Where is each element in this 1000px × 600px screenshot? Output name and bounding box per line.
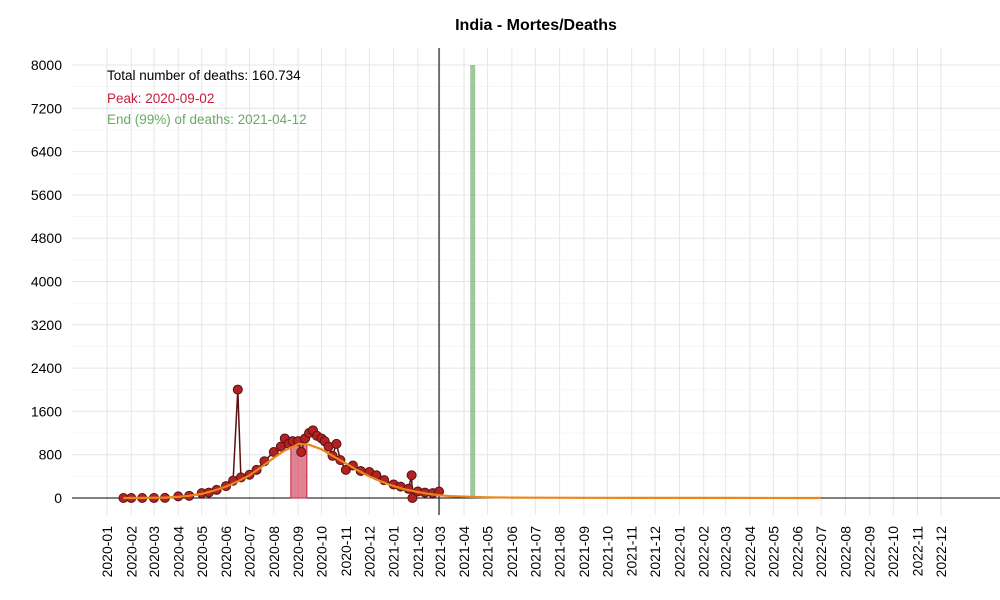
x-tick-label: 2022-06 [790, 526, 806, 578]
date-markers [290, 48, 476, 515]
x-tick-label: 2021-02 [410, 526, 426, 578]
x-tick-label: 2022-02 [696, 526, 712, 578]
end-annotation: End (99%) of deaths: 2021-04-12 [107, 112, 307, 127]
y-tick-label: 7200 [31, 100, 62, 116]
x-axis: 2020-01 2020-02 2020-03 2020-04 2020-05 2020-… [99, 526, 949, 578]
x-tick-label: 2021-01 [386, 526, 402, 578]
observed-point [268, 446, 279, 457]
x-tick-label: 2020-08 [266, 526, 282, 578]
data-series [118, 384, 822, 503]
x-tick-label: 2021-05 [480, 526, 496, 578]
x-tick-label: 2021-07 [527, 526, 543, 578]
x-tick-label: 2022-05 [765, 526, 781, 578]
x-tick-label: 2020-04 [170, 526, 186, 578]
fitted-curve [123, 442, 822, 500]
y-tick-label: 6400 [31, 144, 62, 160]
x-tick-label: 2020-02 [123, 526, 139, 578]
y-tick-label: 1600 [31, 403, 62, 419]
x-tick-label: 2020-06 [218, 526, 234, 578]
x-tick-label: 2021-06 [504, 526, 520, 578]
x-tick-label: 2020-09 [290, 526, 306, 578]
y-tick-label: 3200 [31, 317, 62, 333]
y-tick-label: 8000 [31, 57, 62, 73]
x-tick-label: 2022-03 [718, 526, 734, 578]
x-tick-label: 2020-12 [361, 526, 377, 578]
x-tick-label: 2021-11 [624, 526, 640, 577]
x-tick-label: 2022-09 [862, 526, 878, 578]
observed-point [406, 470, 417, 481]
y-tick-label: 5600 [31, 187, 62, 203]
x-tick-label: 2020-03 [146, 526, 162, 578]
y-tick-label: 2400 [31, 360, 62, 376]
x-tick-label: 2021-09 [576, 526, 592, 578]
x-tick-label: 2020-10 [314, 526, 330, 578]
y-tick-label: 800 [39, 447, 63, 463]
x-tick-label: 2022-07 [813, 526, 829, 578]
x-tick-label: 2020-01 [99, 526, 115, 578]
x-tick-label: 2021-03 [432, 526, 448, 578]
annotations: Total number of deaths: 160.734 Peak: 20… [107, 68, 307, 127]
x-tick-label: 2021-10 [599, 526, 615, 578]
y-tick-label: 4000 [31, 274, 62, 290]
x-tick-label: 2022-10 [885, 526, 901, 578]
observed-point [296, 446, 307, 457]
x-tick-label: 2022-04 [742, 526, 758, 578]
x-tick-label: 2020-05 [194, 526, 210, 578]
observed-point [232, 384, 243, 395]
x-tick-label: 2022-01 [671, 526, 687, 578]
peak-annotation: Peak: 2020-09-02 [107, 91, 214, 106]
grid [72, 48, 1000, 515]
observed-point [407, 493, 418, 503]
x-tick-label: 2021-08 [552, 526, 568, 578]
x-tick-label: 2022-08 [837, 526, 853, 578]
x-tick-label: 2020-11 [338, 526, 354, 577]
y-axis: 0 800 1600 2400 3200 4000 4800 5600 6400 7200 8000 [31, 57, 62, 506]
observed-point [331, 438, 342, 449]
end-of-deaths-band [470, 65, 476, 498]
x-tick-label: 2021-04 [456, 526, 472, 578]
x-tick-label: 2021-12 [647, 526, 663, 578]
x-tick-label: 2022-11 [910, 526, 926, 577]
y-tick-label: 0 [54, 490, 62, 506]
y-tick-label: 4800 [31, 230, 62, 246]
chart-title: India - Mortes/Deaths [455, 17, 617, 34]
x-tick-label: 2022-12 [933, 526, 949, 578]
total-deaths-annotation: Total number of deaths: 160.734 [107, 68, 301, 83]
observed-point [340, 464, 351, 475]
x-tick-label: 2020-07 [242, 526, 258, 578]
